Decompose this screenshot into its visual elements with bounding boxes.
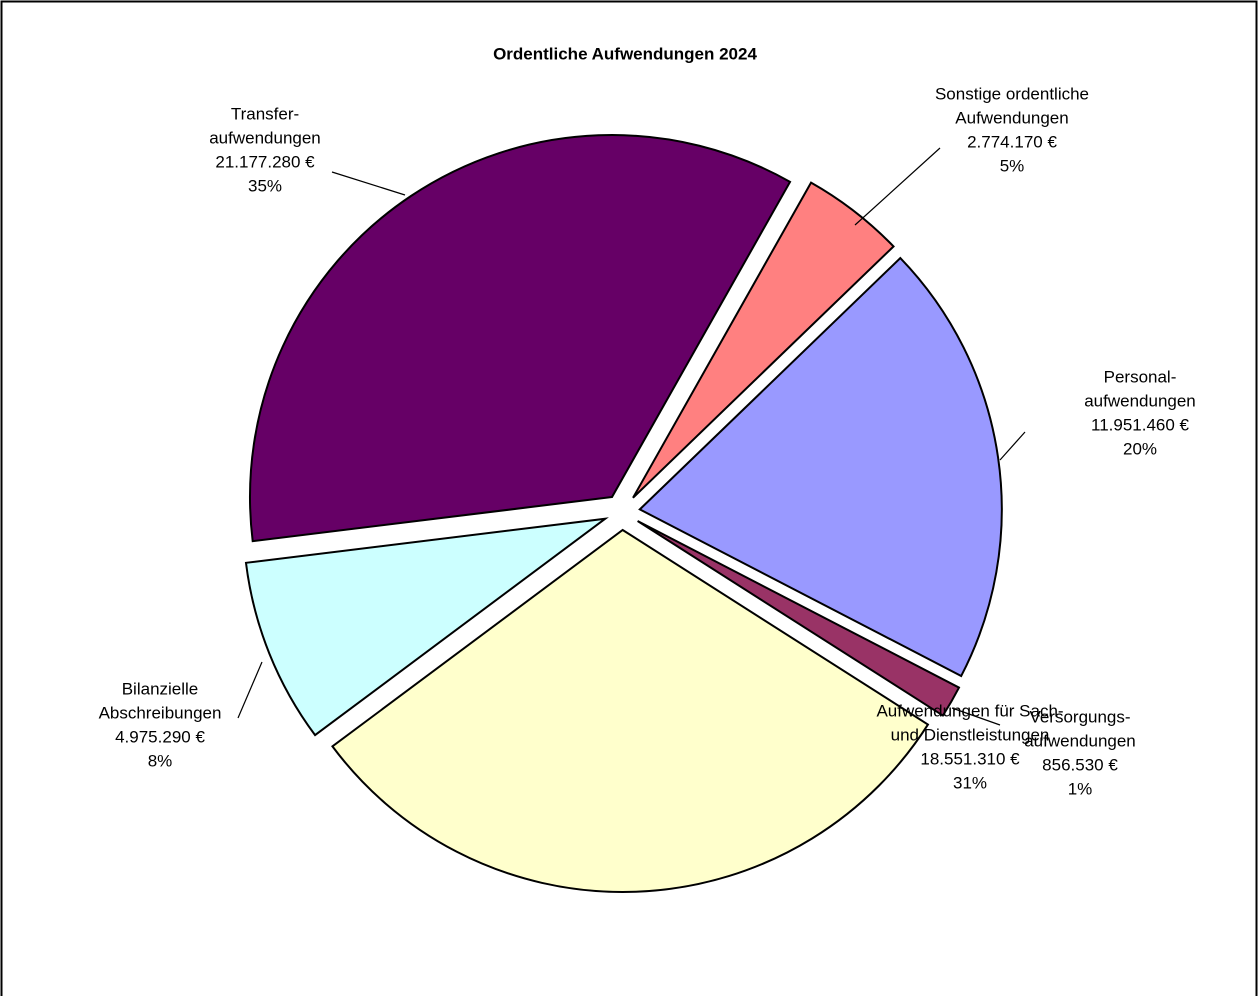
slice-label: Personal-: [1104, 367, 1177, 386]
slice-label: und Dienstleistungen: [891, 725, 1050, 744]
pie-slice: [632, 181, 895, 499]
slice-label: 18.551.310 €: [920, 749, 1020, 768]
slice-label: 2.774.170 €: [967, 132, 1057, 151]
pie-slice: [249, 134, 792, 543]
slice-label: 4.975.290 €: [115, 727, 205, 746]
pie-slice: [637, 520, 961, 717]
slice-label: Versorgungs-: [1029, 707, 1130, 726]
slice-label: 31%: [953, 773, 987, 792]
leader-line: [237, 661, 263, 719]
slice-label: aufwendungen: [1024, 731, 1136, 750]
slice-label: 35%: [248, 176, 282, 195]
slice-label: Transfer-: [231, 104, 299, 123]
slice-label: Aufwendungen: [955, 108, 1068, 127]
slice-label: aufwendungen: [1084, 391, 1196, 410]
slice-label: 8%: [148, 751, 173, 770]
slice-label: Sonstige ordentliche: [935, 84, 1089, 103]
slice-label: Bilanzielle: [122, 679, 199, 698]
slice-label: 5%: [1000, 156, 1025, 175]
chart-title: Ordentliche Aufwendungen 2024: [493, 44, 757, 63]
slice-label: aufwendungen: [209, 128, 321, 147]
leader-line: [999, 431, 1026, 461]
leader-line: [951, 707, 1001, 726]
slice-label: 1%: [1068, 779, 1093, 798]
leader-line: [854, 147, 941, 226]
slice-label: Abschreibungen: [99, 703, 222, 722]
slice-label: 20%: [1123, 439, 1157, 458]
pie-slice: [244, 517, 609, 737]
pie-slice: [638, 256, 1003, 678]
slice-label: 21.177.280 €: [215, 152, 315, 171]
slice-label: Aufwendungen für Sach-: [876, 701, 1063, 720]
slice-label: 856.530 €: [1042, 755, 1118, 774]
pie-slice: [331, 528, 930, 893]
leader-line: [331, 171, 406, 196]
slice-label: 11.951.460 €: [1091, 415, 1190, 434]
